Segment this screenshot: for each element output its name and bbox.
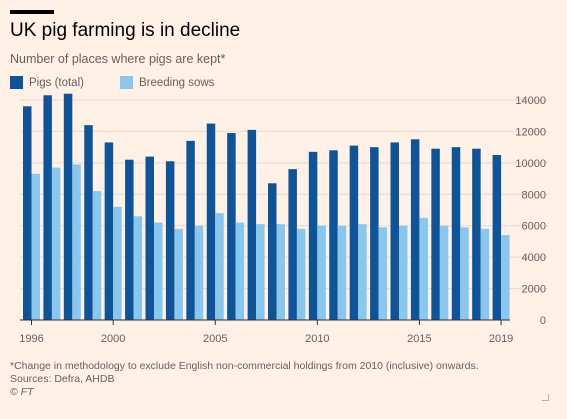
bar-breeding-sows — [31, 173, 40, 320]
bar-breeding-sows — [358, 224, 367, 320]
bar-pigs-total — [410, 139, 420, 320]
bar-pigs-total — [23, 106, 32, 321]
bar-breeding-sows — [419, 217, 428, 320]
bar-breeding-sows — [215, 213, 224, 320]
source-note: Sources: Defra, AHDB — [10, 373, 115, 385]
bar-pigs-total — [329, 150, 338, 320]
bar-pigs-total — [84, 125, 93, 321]
ft-credit: © FT — [10, 386, 34, 398]
bar-pigs-total — [145, 156, 154, 320]
y-tick-label: 2000 — [522, 284, 546, 296]
x-tick-label: 1996 — [19, 333, 43, 345]
y-tick-label: 6000 — [522, 221, 546, 233]
bar-breeding-sows — [113, 206, 122, 320]
x-tick-label: 2019 — [489, 333, 513, 345]
bar-breeding-sows — [501, 235, 510, 320]
bar-pigs-total — [431, 148, 440, 320]
bar-breeding-sows — [296, 228, 306, 320]
legend-swatch-pigs-total — [10, 76, 23, 89]
bar-pigs-total — [268, 183, 277, 320]
chart-legend: Pigs (total) Breeding sows — [10, 76, 214, 89]
bar-breeding-sows — [378, 227, 388, 320]
bar-breeding-sows — [51, 167, 61, 320]
bar-pigs-total — [206, 123, 216, 320]
bar-breeding-sows — [399, 225, 408, 320]
legend-item-breeding-sows: Breeding sows — [119, 76, 215, 89]
y-tick-label: 14000 — [515, 95, 546, 107]
bar-pigs-total — [165, 161, 175, 320]
y-tick-label: 10000 — [515, 158, 546, 170]
bar-breeding-sows — [460, 227, 469, 320]
bar-breeding-sows — [317, 225, 326, 320]
bar-pigs-total — [288, 169, 297, 320]
bar-pigs-total — [104, 142, 114, 320]
bar-pigs-total — [451, 147, 461, 320]
chart-title: UK pig farming is in decline — [10, 20, 241, 41]
bar-pigs-total — [125, 159, 134, 320]
bar-pigs-total — [308, 151, 318, 320]
x-tick-label: 2010 — [305, 333, 329, 345]
bar-pigs-total — [247, 129, 257, 320]
legend-label-pigs-total: Pigs (total) — [29, 76, 84, 89]
legend-label-breeding-sows: Breeding sows — [138, 76, 215, 89]
y-tick-label: 0 — [540, 315, 546, 327]
bar-breeding-sows — [480, 228, 490, 320]
bar-breeding-sows — [194, 225, 204, 320]
legend-item-pigs-total: Pigs (total) — [10, 76, 84, 89]
bar-pigs-total — [390, 142, 399, 320]
bar-breeding-sows — [92, 191, 102, 320]
bar-pigs-total — [63, 93, 73, 320]
bar-breeding-sows — [154, 222, 163, 320]
bar-breeding-sows — [235, 222, 245, 320]
chart-subtitle: Number of places where pigs are kept* — [10, 52, 226, 66]
bar-breeding-sows — [174, 228, 183, 320]
x-tick-label: 2015 — [407, 333, 431, 345]
x-tick-label: 2000 — [101, 333, 125, 345]
bar-pigs-total — [370, 147, 379, 320]
bar-pigs-total — [43, 95, 52, 321]
bar-pigs-total — [349, 145, 359, 320]
y-tick-label: 12000 — [515, 126, 546, 138]
bar-breeding-sows — [133, 216, 143, 320]
bar-pigs-total — [186, 140, 195, 320]
bar-pigs-total — [227, 133, 236, 320]
y-tick-label: 4000 — [522, 252, 546, 264]
ft-top-rule — [10, 10, 54, 14]
bar-breeding-sows — [72, 164, 81, 320]
bar-breeding-sows — [439, 225, 449, 320]
bar-pigs-total — [492, 155, 502, 320]
chart-footnote-block: *Change in methodology to exclude Englis… — [10, 360, 479, 399]
bar-breeding-sows — [337, 225, 347, 320]
bar-breeding-sows — [256, 224, 265, 320]
methodology-footnote: *Change in methodology to exclude Englis… — [10, 360, 479, 372]
resize-corner-icon — [542, 394, 549, 401]
y-tick-label: 8000 — [522, 189, 546, 201]
x-tick-label: 2005 — [203, 333, 227, 345]
bar-pigs-total — [472, 148, 481, 320]
bar-breeding-sows — [276, 224, 285, 320]
legend-swatch-breeding-sows — [119, 76, 133, 89]
